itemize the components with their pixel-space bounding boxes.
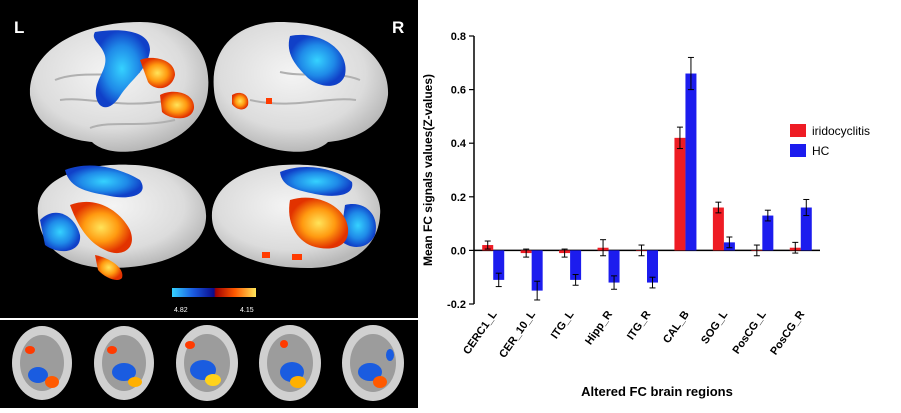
brain-map-panel: L R [0, 0, 418, 408]
colorbar-max-label: 4.15 [240, 307, 254, 314]
x-tick-label: CER_10_L [497, 309, 538, 361]
brain-lateral-left [29, 22, 209, 152]
brain-medial-right [211, 164, 381, 268]
brain-map-figure: L R [0, 0, 418, 408]
x-tick-label: CAL_B [661, 309, 692, 346]
legend-label-iridocyclitis: iridocyclitis [812, 124, 870, 138]
bar-chart-panel: -0.2 0.0 0.2 0.4 0.6 0.8 CERC1_L CER_10_L ITG_L… [418, 0, 901, 408]
y-tick-label: 0.0 [451, 245, 466, 257]
bar-hc-hipp_r [608, 250, 620, 283]
x-tick-label: ITG_R [625, 309, 653, 342]
bar-hc-cal_b [685, 73, 697, 251]
x-tick-label: PosCG_L [731, 309, 769, 357]
y-tick-label: 0.6 [451, 85, 466, 97]
axial-slice-5 [342, 325, 404, 401]
y-tick-label: 0.8 [451, 31, 466, 43]
x-tick-label: PosCG_R [768, 309, 807, 357]
axial-slice-2 [94, 326, 154, 400]
bar-iridocyclitis-cal_b [674, 137, 686, 251]
y-tick-label: 0.4 [451, 138, 467, 150]
colorbar: 4.82 4.15 [172, 288, 256, 314]
axial-slices [12, 325, 404, 401]
y-ticks: -0.2 0.0 0.2 0.4 0.6 0.8 [447, 31, 474, 311]
x-axis-label: Altered FC brain regions [581, 384, 733, 399]
axial-slice-4 [259, 325, 321, 401]
y-tick-label: 0.2 [451, 192, 466, 204]
bar-hc-cerc1_l [493, 250, 505, 280]
right-hemisphere-label: R [392, 18, 404, 37]
legend-swatch-hc [790, 144, 806, 157]
legend-swatch-iridocyclitis [790, 124, 806, 137]
bar-hc-itg_r [647, 250, 658, 283]
x-tick-label: Hipp_R [583, 309, 615, 347]
legend: iridocyclitis HC [790, 124, 870, 158]
y-axis-label: Mean FC signals values(Z-values) [421, 74, 435, 266]
x-tick-label: SOG_L [699, 309, 730, 347]
x-tick-label: ITG_L [549, 309, 577, 342]
y-tick-label: -0.2 [447, 299, 466, 311]
brain-lateral-right [213, 22, 389, 152]
legend-label-hc: HC [812, 144, 830, 158]
brain-medial-left [37, 164, 207, 281]
axial-slice-3 [176, 325, 238, 401]
bar-hc-itg_l [570, 250, 582, 280]
left-hemisphere-label: L [14, 18, 24, 37]
bar-iridocyclitis-sog_l [712, 207, 724, 251]
x-tick-label: CERC1_L [461, 309, 500, 357]
bar-hc-cer_10_l [531, 250, 543, 291]
bars [482, 56, 812, 301]
bar-hc-poscg_r [800, 207, 812, 251]
colorbar-min-label: 4.82 [174, 307, 188, 314]
bar-hc-poscg_l [762, 215, 774, 251]
axial-slice-1 [12, 326, 72, 400]
